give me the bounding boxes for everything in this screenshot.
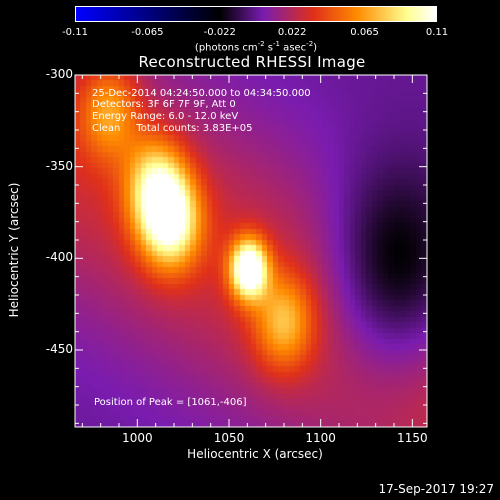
colorbar-tick-label: 0.022 (277, 27, 307, 38)
y-tick-label: -350 (45, 158, 73, 173)
x-tick-label: 1050 (213, 431, 245, 445)
y-axis-label: Heliocentric Y (arcsec) (7, 182, 21, 318)
x-axis-label: Heliocentric X (arcsec) (187, 447, 323, 461)
y-tick-label: -400 (45, 250, 73, 265)
x-tick-label: 1100 (305, 431, 336, 445)
detectors-annotation: Detectors: 3F 6F 7F 9F, Att 0 (92, 99, 236, 110)
colorbar-tick-label: 0.065 (350, 27, 379, 38)
plot-frame (74, 74, 428, 428)
colorbar-tick-label: -0.022 (203, 27, 236, 38)
date-stamp: 17-Sep-2017 19:27 (378, 482, 494, 496)
peak-position-annotation: Position of Peak = [1061,-406] (94, 397, 247, 408)
chart-title: Reconstructed RHESSI Image (138, 53, 366, 71)
colorbar-tick-label: -0.11 (62, 27, 88, 38)
colorbar-tick-label: -0.065 (131, 27, 164, 38)
colorbar-tick-label: 0.11 (425, 27, 449, 38)
method-annotation: Clean Total counts: 3.83E+05 (92, 123, 253, 134)
axis-ticks (75, 74, 427, 427)
x-tick-label: 1000 (122, 431, 153, 445)
y-tick-label: -450 (45, 342, 73, 356)
heatmap-image (75, 75, 427, 427)
colorbar-unit-label: (photons cm-2 s-1 asec-2) (194, 40, 318, 54)
y-tick-label: -300 (45, 67, 73, 81)
method-label: Clean (92, 123, 121, 134)
colorbar (75, 6, 437, 22)
time-range-annotation: 25-Dec-2014 04:24:50.000 to 04:34:50.000 (92, 88, 311, 99)
x-tick-label: 1150 (397, 431, 428, 445)
energy-range-annotation: Energy Range: 6.0 - 12.0 keV (92, 111, 239, 122)
total-counts-label: Total counts: 3.83E+05 (136, 123, 253, 134)
